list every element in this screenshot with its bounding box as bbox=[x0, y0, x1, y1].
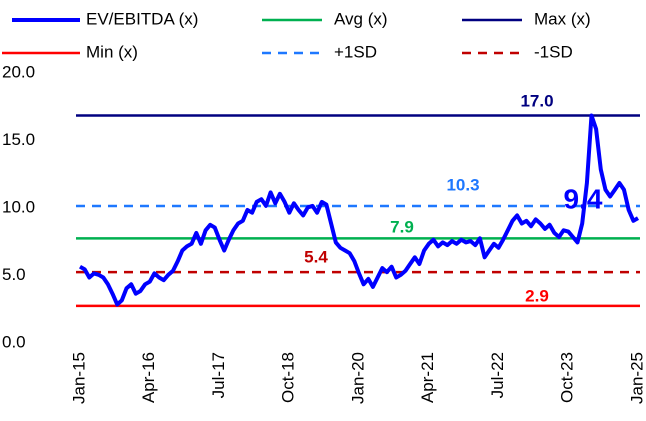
y-tick-label: 5.0 bbox=[2, 265, 26, 284]
legend-label: Min (x) bbox=[86, 42, 138, 61]
legend-label: -1SD bbox=[534, 42, 573, 61]
x-tick-label: Jan-20 bbox=[348, 352, 367, 404]
x-tick-label: Oct-23 bbox=[558, 352, 577, 403]
y-tick-label: 10.0 bbox=[2, 197, 35, 216]
x-tick-label: Jul-17 bbox=[209, 352, 228, 398]
last-value-label: 9.4 bbox=[564, 183, 603, 214]
legend-label: Max (x) bbox=[534, 9, 591, 28]
x-tick-label: Oct-18 bbox=[279, 352, 298, 403]
series-line bbox=[79, 113, 640, 307]
x-tick-label: Apr-21 bbox=[418, 352, 437, 403]
y-tick-label: 20.0 bbox=[2, 62, 35, 81]
x-tick-label: Apr-16 bbox=[139, 352, 158, 403]
x-tick-label: Jan-15 bbox=[69, 352, 88, 404]
reference-label: 5.4 bbox=[304, 247, 328, 266]
y-tick-label: 0.0 bbox=[2, 332, 26, 351]
legend-label: Avg (x) bbox=[334, 9, 388, 28]
x-tick-label: Jul-22 bbox=[488, 352, 507, 398]
x-tick-label: Jan-25 bbox=[627, 352, 646, 404]
y-tick-label: 15.0 bbox=[2, 130, 35, 149]
legend-label: EV/EBITDA (x) bbox=[86, 9, 198, 28]
reference-label: 10.3 bbox=[446, 175, 479, 194]
reference-label: 17.0 bbox=[520, 91, 553, 110]
reference-label: 2.9 bbox=[525, 286, 549, 305]
legend-label: +1SD bbox=[334, 42, 377, 61]
reference-label: 7.9 bbox=[390, 217, 414, 236]
